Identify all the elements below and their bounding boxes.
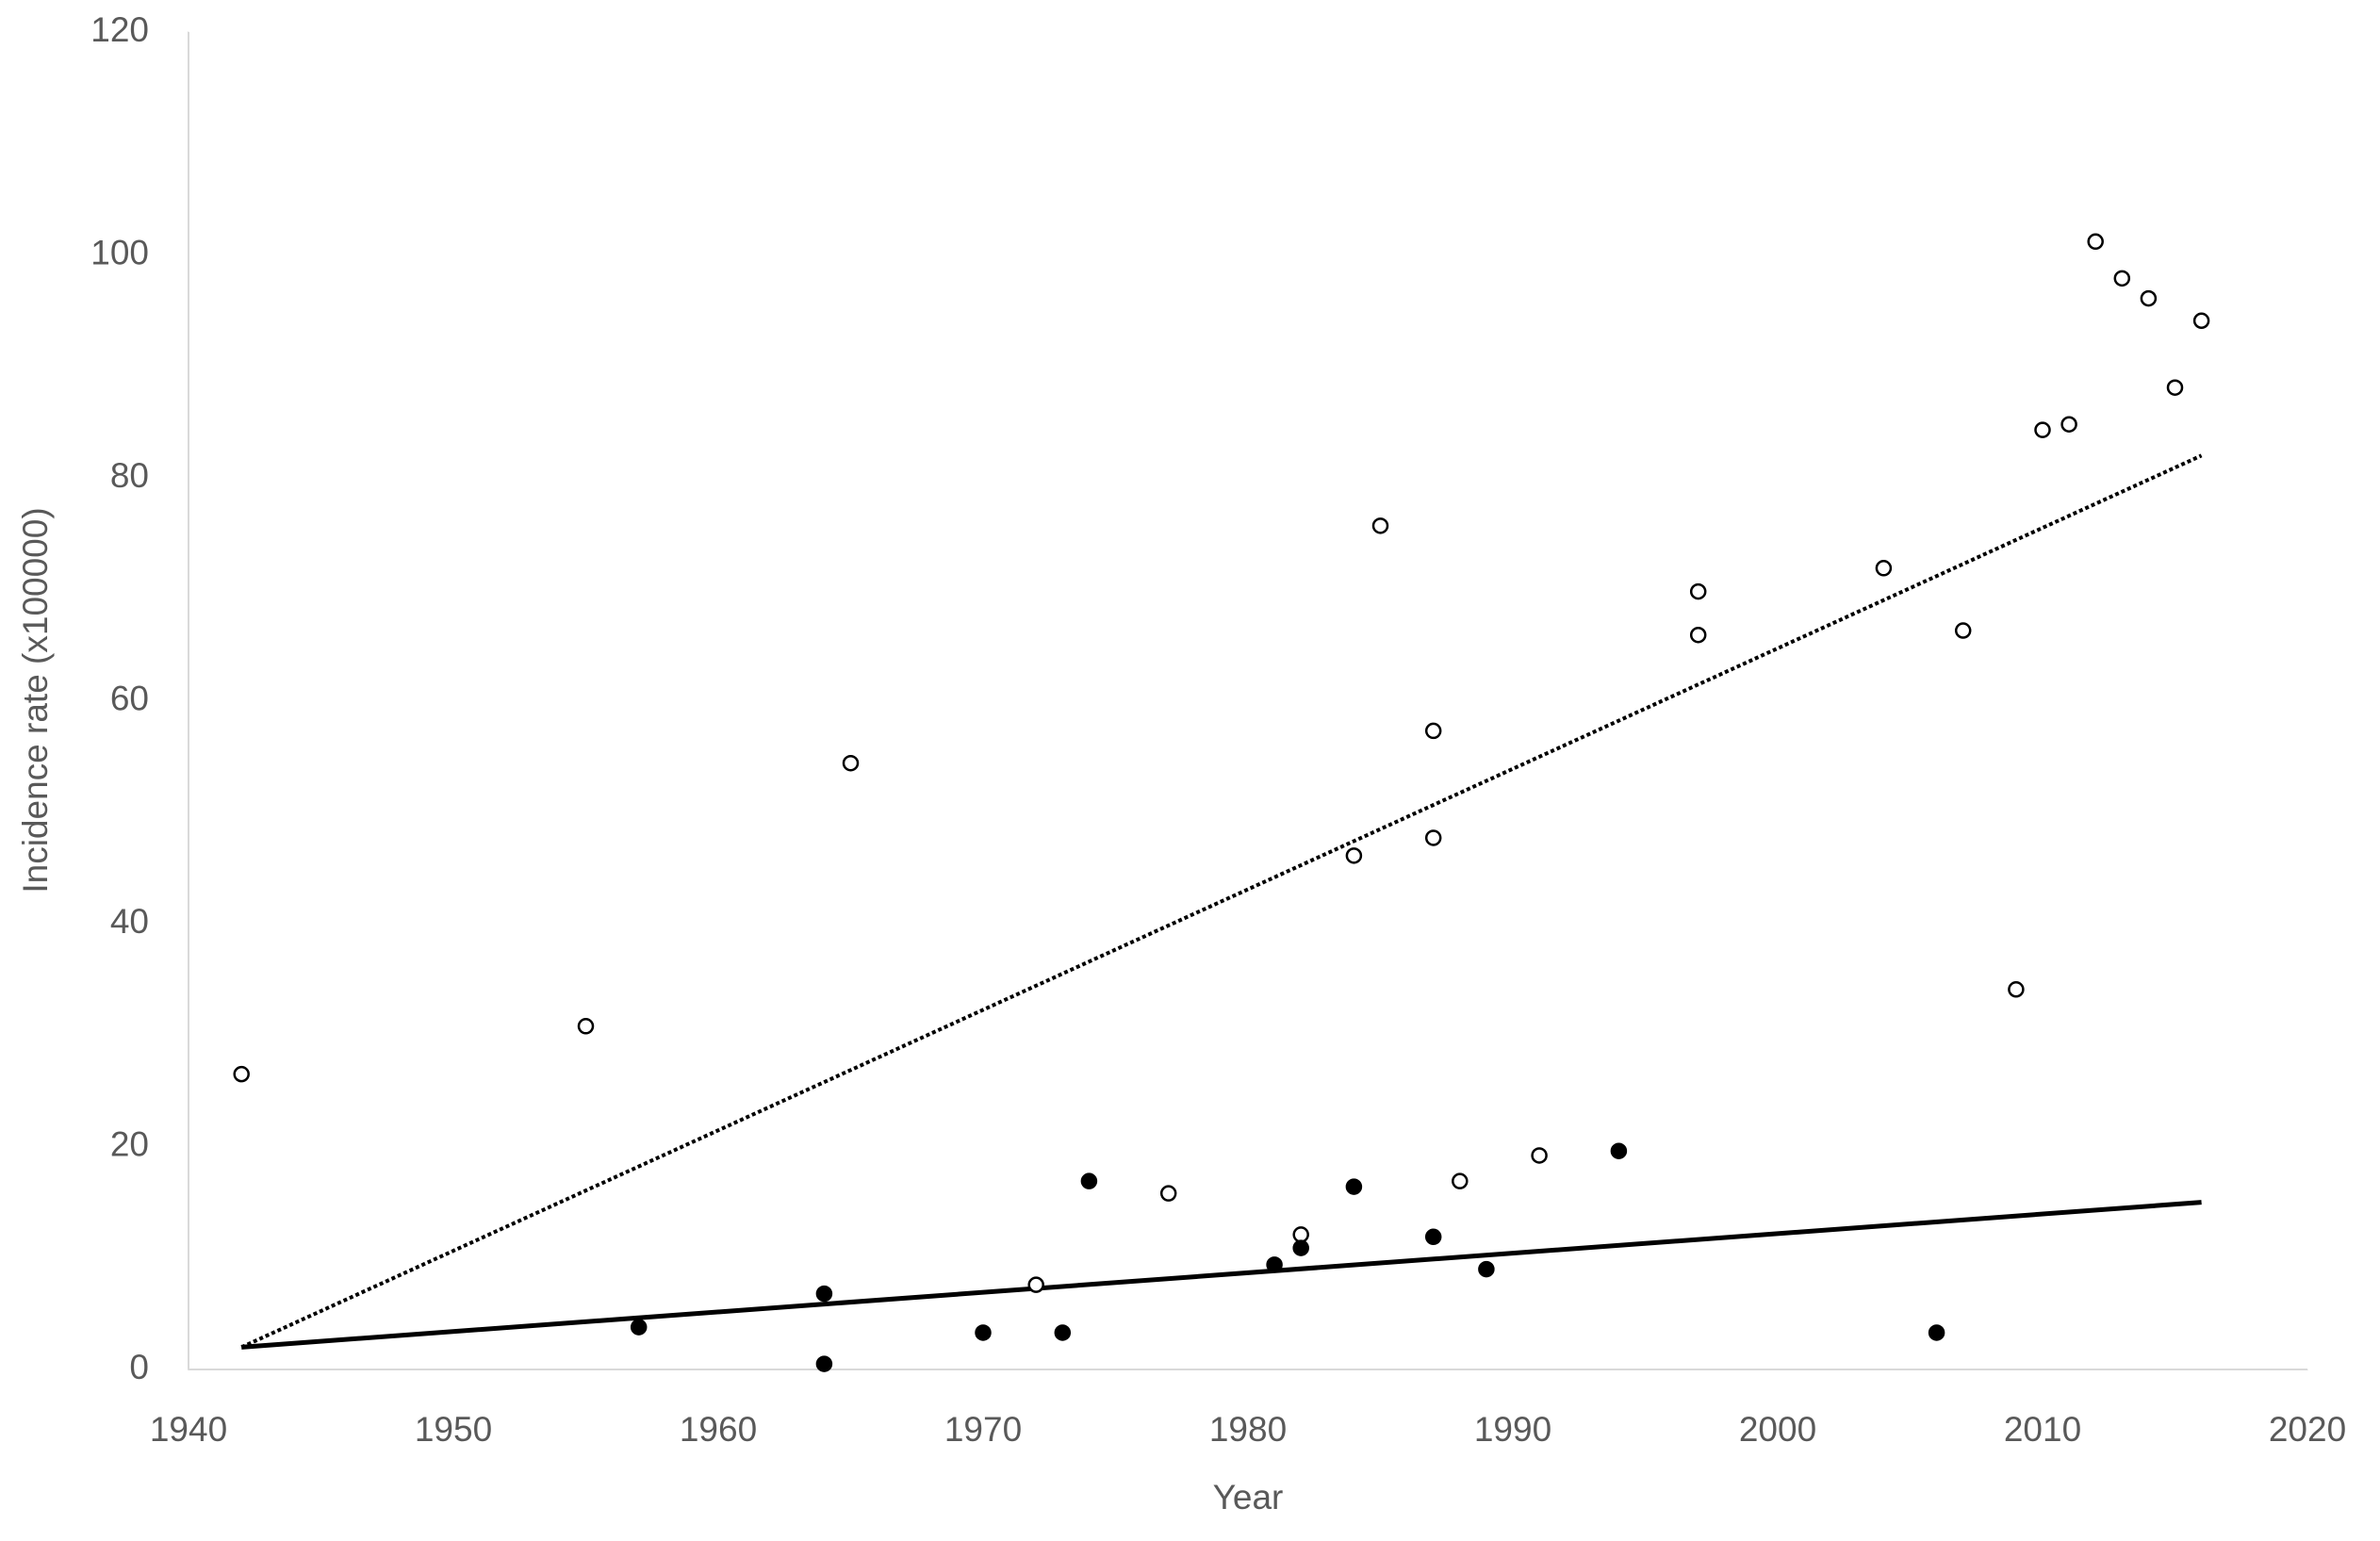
data-point <box>1875 560 1893 577</box>
y-tick-label: 0 <box>129 1348 149 1386</box>
x-tick-label: 1990 <box>1474 1410 1551 1449</box>
data-point <box>1371 517 1389 534</box>
data-point <box>1266 1256 1283 1273</box>
data-point <box>2008 981 2025 998</box>
data-point <box>1292 1226 1309 1243</box>
x-tick-label: 2010 <box>2004 1410 2081 1449</box>
data-point <box>577 1018 595 1035</box>
x-tick-label: 1940 <box>150 1410 227 1449</box>
x-axis-title: Year <box>1213 1478 1284 1516</box>
data-point <box>1345 1178 1363 1195</box>
data-point <box>1159 1185 1177 1202</box>
data-point <box>1054 1324 1072 1341</box>
data-point <box>1478 1260 1495 1278</box>
y-tick-label: 100 <box>90 233 149 271</box>
trend-line <box>241 1200 2202 1350</box>
data-point <box>1027 1276 1044 1293</box>
data-point <box>2140 289 2158 307</box>
data-point <box>2034 421 2051 438</box>
data-point <box>815 1355 833 1372</box>
x-tick-label: 1980 <box>1209 1410 1287 1449</box>
data-point <box>2166 379 2184 396</box>
y-tick-label: 20 <box>110 1124 149 1163</box>
y-tick-label: 40 <box>110 902 149 941</box>
data-point <box>1424 829 1442 846</box>
data-point <box>1531 1147 1548 1164</box>
data-point <box>233 1065 250 1083</box>
data-point <box>842 754 860 772</box>
data-point <box>1292 1239 1309 1256</box>
y-tick-label: 120 <box>90 10 149 49</box>
data-point <box>1424 1228 1442 1246</box>
y-axis-title: Incidence rate (x100000) <box>16 507 55 893</box>
x-tick-label: 2000 <box>1739 1410 1816 1449</box>
data-point <box>2113 270 2131 287</box>
trend-line <box>240 453 2203 1350</box>
data-point <box>1080 1172 1098 1189</box>
data-point <box>1452 1172 1469 1189</box>
y-tick-label: 80 <box>110 456 149 495</box>
data-point <box>975 1324 992 1341</box>
x-tick-label: 2020 <box>2269 1410 2346 1449</box>
data-point <box>2060 416 2077 433</box>
data-point <box>630 1319 648 1336</box>
data-point <box>2087 233 2104 251</box>
x-tick-label: 1970 <box>944 1410 1022 1449</box>
y-tick-label: 60 <box>110 679 149 717</box>
x-tick-label: 1950 <box>415 1410 492 1449</box>
data-point <box>1689 626 1707 644</box>
data-point <box>1610 1142 1628 1159</box>
data-point <box>1928 1324 1945 1341</box>
data-point <box>1345 847 1363 864</box>
data-point <box>1954 622 1972 639</box>
data-point <box>1424 722 1442 740</box>
data-point <box>815 1285 833 1303</box>
data-point <box>2192 312 2210 330</box>
data-point <box>1689 582 1707 600</box>
x-tick-label: 1960 <box>680 1410 757 1449</box>
